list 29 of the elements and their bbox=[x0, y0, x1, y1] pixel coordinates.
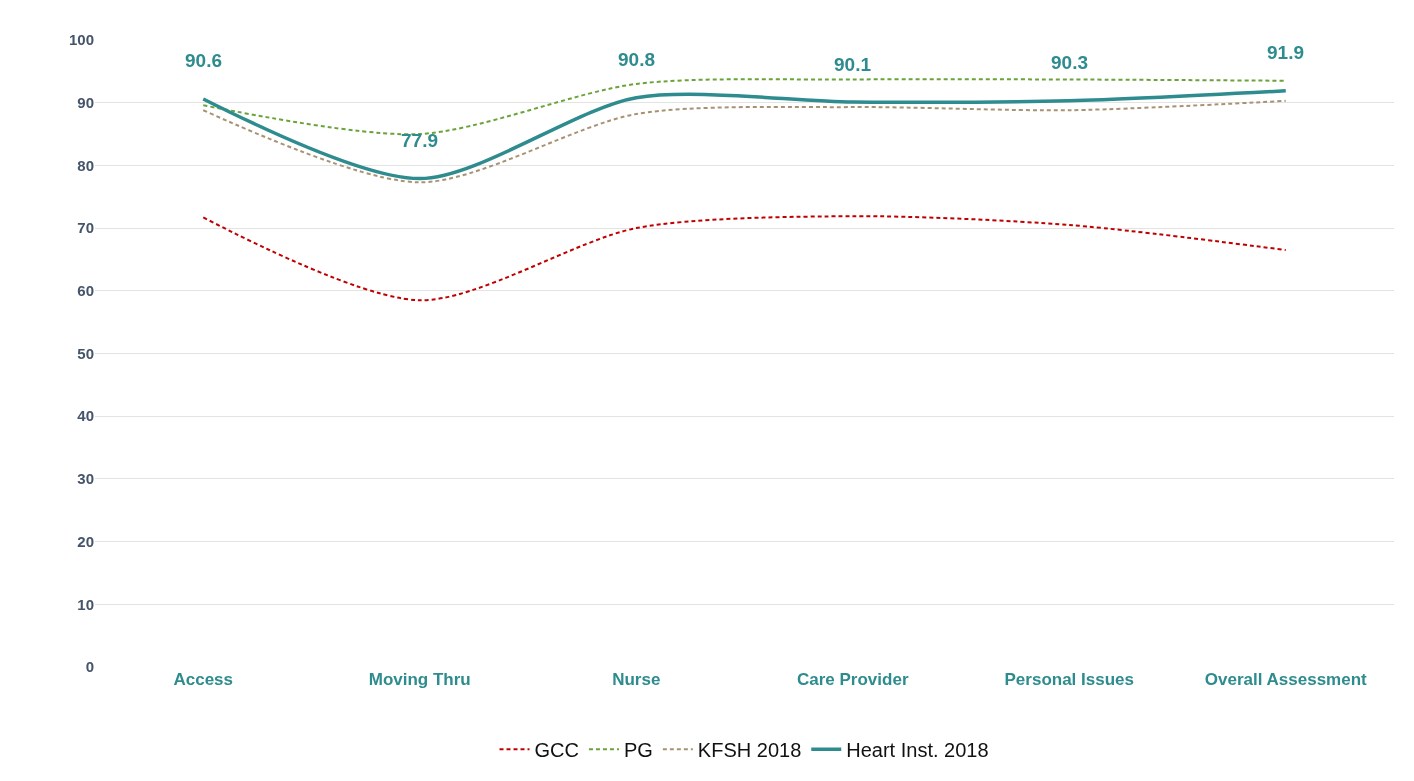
y-tick-label: 70 bbox=[77, 219, 94, 237]
legend-label: GCC bbox=[534, 739, 579, 761]
data-label: 77.9 bbox=[401, 130, 438, 151]
y-tick-label: 10 bbox=[77, 595, 94, 613]
data-label: 90.8 bbox=[618, 49, 655, 70]
y-tick-label: 50 bbox=[77, 344, 94, 362]
data-label: 90.6 bbox=[185, 50, 222, 71]
y-tick-label: 20 bbox=[77, 532, 94, 550]
y-tick-label: 100 bbox=[68, 31, 94, 49]
y-tick-label: 40 bbox=[77, 407, 94, 425]
y-tick-label: 80 bbox=[77, 156, 94, 174]
x-tick-label: Overall Assessment bbox=[1204, 670, 1368, 689]
x-tick-label: Nurse bbox=[612, 670, 661, 689]
legend-label: KFSH 2018 bbox=[697, 739, 802, 761]
y-tick-label: 30 bbox=[77, 470, 94, 488]
line-series bbox=[202, 78, 1287, 136]
data-label: 90.3 bbox=[1051, 52, 1088, 73]
line-series bbox=[202, 215, 1287, 302]
y-tick-label: 90 bbox=[77, 93, 94, 111]
data-label: 90.1 bbox=[834, 54, 872, 75]
x-tick-label: Personal Issues bbox=[1004, 670, 1134, 689]
x-tick-label: Care Provider bbox=[797, 670, 909, 689]
y-tick-label: 60 bbox=[77, 282, 94, 300]
x-tick-label: Moving Thru bbox=[368, 670, 471, 689]
legend-label: PG bbox=[623, 739, 653, 761]
y-tick-label: 0 bbox=[85, 658, 94, 676]
x-tick-label: Access bbox=[173, 670, 234, 689]
data-label: 91.9 bbox=[1267, 42, 1304, 63]
legend-label: Heart Inst. 2018 bbox=[846, 739, 989, 761]
